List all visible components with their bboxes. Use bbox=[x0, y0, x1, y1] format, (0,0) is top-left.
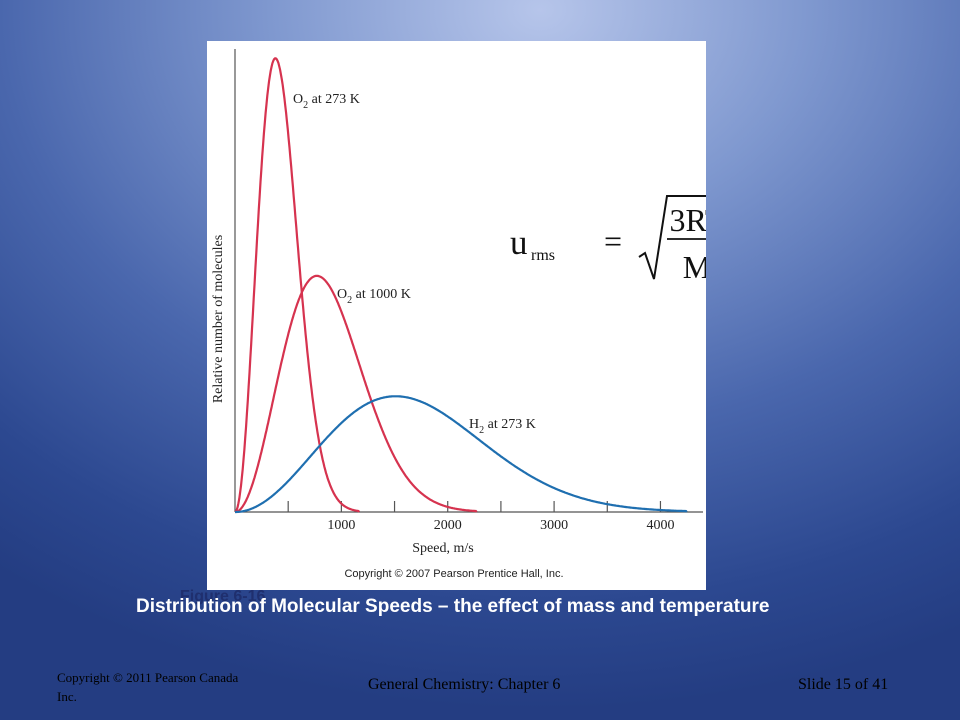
x-tick-label: 4000 bbox=[646, 518, 674, 533]
series-label-2: H2 at 273 K bbox=[469, 417, 536, 436]
rms-formula: u rms = 3RT M bbox=[510, 195, 706, 285]
formula-equals: = bbox=[604, 223, 622, 259]
figure-label: Figure 6-16 bbox=[180, 588, 266, 605]
series-line-0 bbox=[234, 57, 361, 513]
footer-slide-number: Slide 15 of 41 bbox=[798, 676, 889, 693]
square-root-sign bbox=[638, 195, 706, 280]
formula-lhs: u bbox=[510, 223, 528, 262]
series-label-0: O2 at 273 K bbox=[293, 92, 360, 111]
formula-denominator: M bbox=[683, 249, 706, 285]
x-tick-label: 3000 bbox=[540, 518, 568, 533]
figure-credit: Copyright © 2007 Pearson Prentice Hall, … bbox=[344, 568, 563, 580]
chart-curves bbox=[234, 57, 688, 514]
formula-numerator: 3RT bbox=[670, 202, 706, 238]
y-axis-label: Relative number of molecules bbox=[211, 235, 226, 403]
figure-panel: 1000 2000 3000 4000 O2 at 273 K O2 at 1000 K… bbox=[207, 41, 706, 590]
chart-labels: O2 at 273 K O2 at 1000 K H2 at 273 K bbox=[293, 92, 536, 436]
x-tick-label: 1000 bbox=[327, 518, 355, 533]
series-line-2 bbox=[235, 395, 688, 514]
chart-axes: 1000 2000 3000 4000 bbox=[234, 49, 703, 533]
speed-distribution-chart: 1000 2000 3000 4000 O2 at 273 K O2 at 1000 K… bbox=[211, 49, 706, 580]
series-label-1: O2 at 1000 K bbox=[337, 287, 411, 306]
slide-caption: Distribution of Molecular Speeds – the e… bbox=[136, 596, 770, 617]
x-axis-label: Speed, m/s bbox=[412, 541, 473, 556]
x-tick-label: 2000 bbox=[434, 518, 462, 533]
series-line-1 bbox=[234, 274, 478, 514]
footer-chapter: General Chemistry: Chapter 6 bbox=[368, 676, 561, 693]
formula-lhs-subscript: rms bbox=[531, 247, 555, 264]
footer-copyright: Copyright © 2011 Pearson Canada Inc. bbox=[57, 670, 239, 704]
